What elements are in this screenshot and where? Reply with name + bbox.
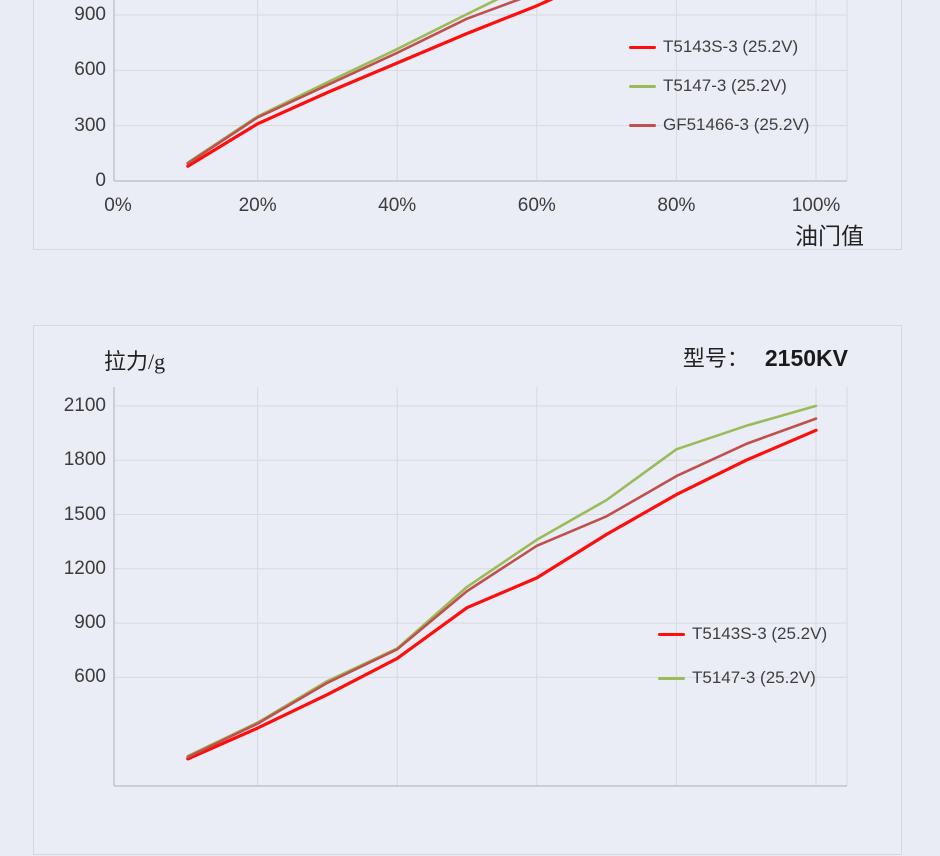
series-line (186, 0, 554, 168)
model-row: 型号： 2150KV (408, 341, 848, 373)
y-tick-label: 2100 (63, 394, 106, 416)
y-tick-label: 1800 (63, 449, 106, 471)
model-value: 2150KV (764, 345, 848, 371)
legend-item: T5147-3 (25.2V) (629, 75, 787, 97)
y-tick-label: 300 (74, 114, 106, 136)
y-axis-title: 拉力/g (104, 349, 166, 374)
plot-area (113, 0, 848, 182)
x-axis-title: 油门值 (795, 224, 864, 249)
legend-label: T5143S-3 (25.2V) (663, 37, 799, 56)
plot-area (113, 387, 848, 787)
series-line (186, 417, 818, 759)
legend-line-swatch (658, 632, 685, 636)
legend-label: GF51466-3 (25.2V) (663, 115, 810, 134)
legend-item: GF51466-3 (25.2V) (629, 114, 809, 136)
legend-line-swatch (629, 123, 656, 127)
x-tick-label: 20% (238, 195, 277, 216)
legend-line-swatch (629, 84, 656, 88)
y-tick-label: 0 (95, 170, 106, 191)
legend-item: T5143S-3 (25.2V) (658, 623, 827, 645)
y-tick-label: 600 (74, 59, 106, 81)
throttle-thrust-chart-lower: 拉力/g 型号： 2150KV 600 900 1200 1500 1800 2100 T51… (33, 325, 902, 855)
x-tick-label: 100% (791, 195, 841, 216)
model-label: 型号： (682, 346, 749, 371)
legend-item: T5147-3 (25.2V) (658, 667, 816, 689)
legend-item: T5143S-3 (25.2V) (629, 36, 798, 58)
x-tick-label: 40% (378, 195, 417, 216)
x-tick-label: 80% (657, 195, 696, 216)
page: { "page": { "background": "#e9ecf4", "ca… (33, 0, 902, 855)
legend-label: T5147-3 (25.2V) (663, 76, 787, 95)
x-tick-label: 60% (517, 195, 556, 216)
y-tick-label: 1500 (63, 503, 106, 525)
series-line (186, 0, 522, 165)
y-tick-label: 900 (74, 4, 106, 25)
legend-label: T5147-3 (25.2V) (692, 668, 816, 687)
legend-line-swatch (629, 45, 656, 49)
y-tick-label: 600 (74, 666, 106, 688)
legend-line-swatch (658, 676, 685, 680)
y-tick-label: 1200 (63, 557, 106, 579)
throttle-thrust-chart-upper: 油门值 0 300 600 900 0% 20% 40% 60% 80% 100% T5143S-3… (33, 0, 902, 250)
y-tick-label: 900 (74, 612, 106, 634)
legend-label: T5143S-3 (25.2V) (692, 624, 828, 643)
x-tick-label: 0% (104, 195, 132, 216)
series-line (186, 404, 818, 758)
